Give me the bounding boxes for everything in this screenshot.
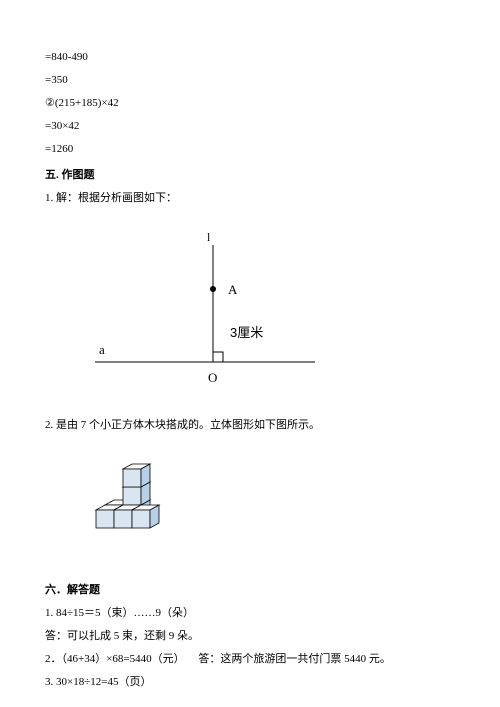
perpendicular-diagram: l A 3厘米 a O [85, 227, 335, 397]
label-l: l [207, 230, 211, 244]
calc-step-1: =840-490 [45, 47, 455, 68]
answer-6-1-text: 答：可以扎成 5 束，还剩 9 朵。 [45, 626, 455, 647]
answer-6-2-row: 2．（46+34）×68=5440（元） 答：这两个旅游团一共付门票 5440 … [45, 649, 455, 670]
label-O: O [208, 370, 217, 385]
cube-top [123, 464, 150, 487]
answer-6-1: 1. 84÷15＝5（束）……9（朵） [45, 603, 455, 624]
answer-6-2-calc: 2．（46+34）×68=5440（元） [45, 653, 185, 665]
calc-step-2: =350 [45, 70, 455, 91]
section-5-item-2: 2. 是由 7 个小正方体木块搭成的。立体图形如下图所示。 [45, 415, 455, 436]
label-A: A [228, 282, 238, 297]
cubes-diagram [75, 450, 195, 550]
calc-step-4: =30×42 [45, 116, 455, 137]
answer-6-3: 3. 30×18÷12=45（页） [45, 672, 455, 693]
calc-step-5: =1260 [45, 139, 455, 160]
label-3cm: 3厘米 [230, 325, 263, 340]
section-5-item-1: 1. 解：根据分析画图如下： [45, 188, 455, 209]
calc-step-3: ②(215+185)×42 [45, 93, 455, 114]
section-5-title: 五. 作图题 [45, 165, 455, 186]
answer-6-2-text: 答：这两个旅游团一共付门票 5440 元。 [198, 653, 391, 665]
section-6-title: 六．解答题 [45, 580, 455, 601]
cube-front-right [132, 505, 159, 528]
label-a: a [99, 342, 105, 357]
